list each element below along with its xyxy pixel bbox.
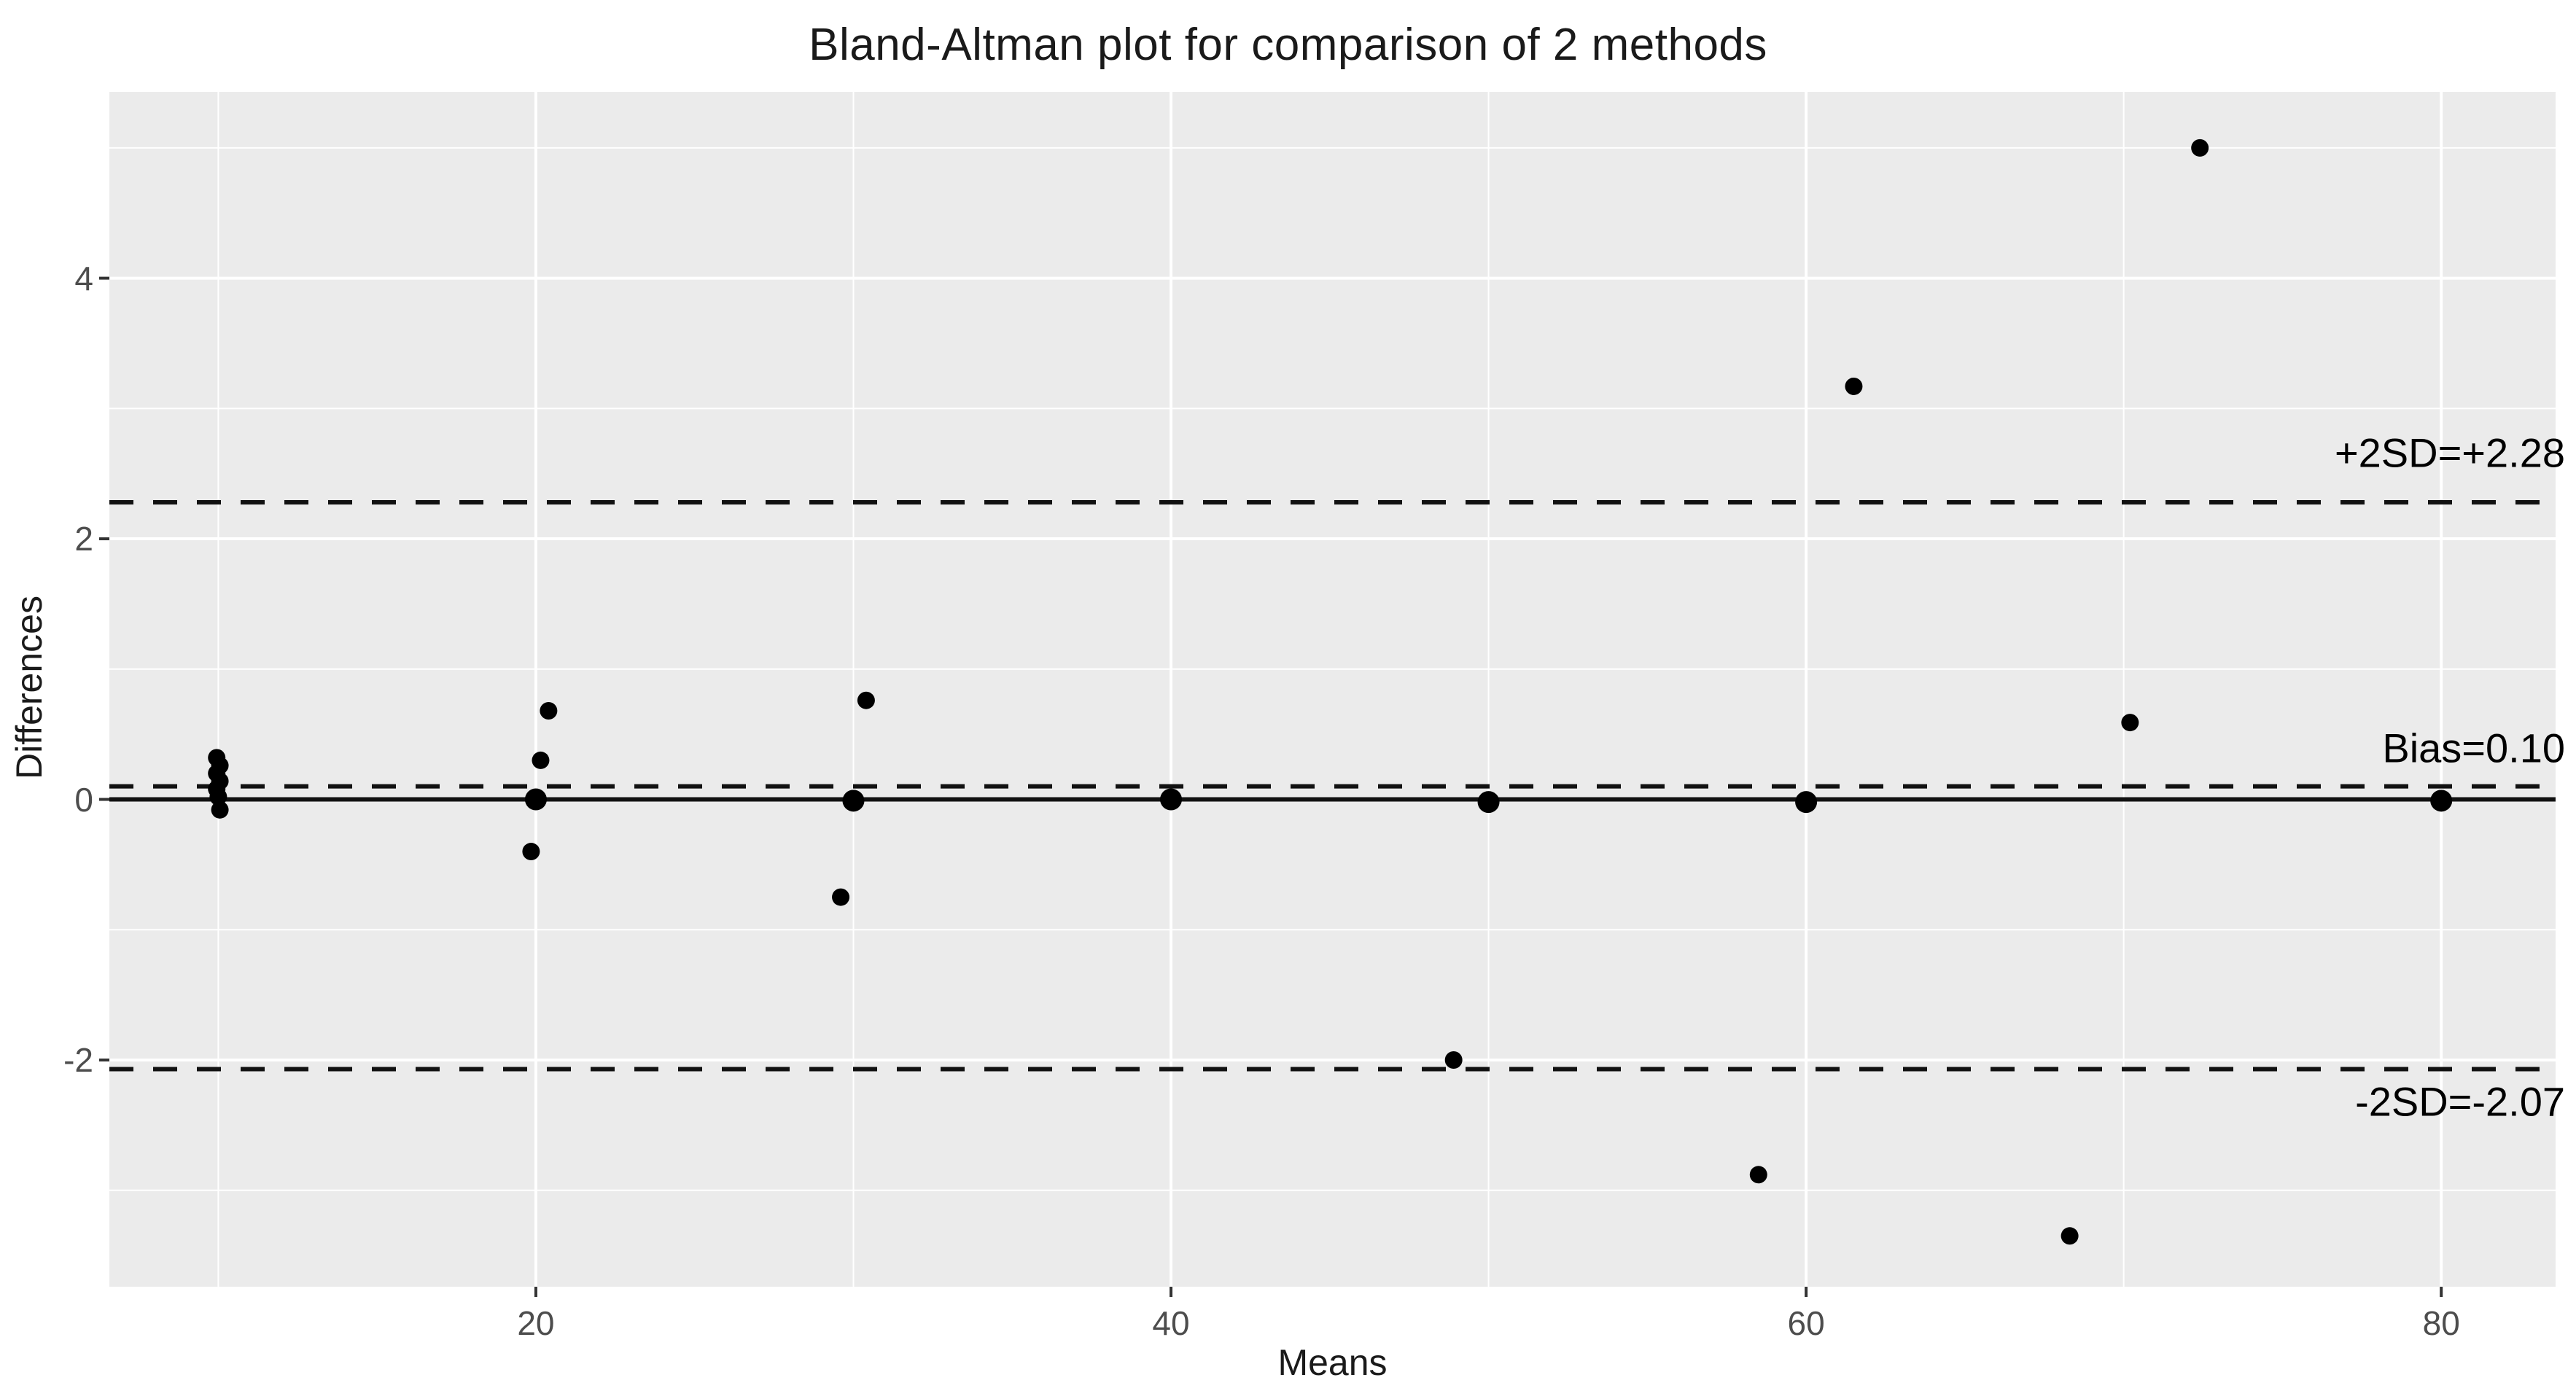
data-point — [2191, 139, 2209, 157]
lower-loa-label: -2SD=-2.07 — [2355, 1078, 2565, 1124]
y-tick-label: 0 — [74, 780, 93, 819]
x-tick-label: 80 — [2422, 1304, 2460, 1342]
y-tick-label: -2 — [63, 1041, 93, 1079]
x-tick-label: 20 — [517, 1304, 555, 1342]
data-point — [524, 788, 547, 811]
x-axis-title: Means — [1277, 1342, 1388, 1383]
data-point — [2061, 1227, 2079, 1245]
data-point — [832, 888, 850, 906]
upper-loa-label: +2SD=+2.28 — [2334, 429, 2565, 476]
data-point — [532, 751, 550, 769]
data-point — [2121, 714, 2139, 732]
data-point — [1477, 791, 1500, 814]
data-point — [540, 701, 558, 720]
data-point — [1160, 788, 1183, 811]
bias-label: Bias=0.10 — [2382, 725, 2565, 771]
y-tick-label: 2 — [74, 520, 93, 558]
data-point — [522, 843, 540, 861]
data-point — [1444, 1051, 1463, 1069]
y-axis-title: Differences — [9, 596, 50, 779]
x-tick-label: 60 — [1787, 1304, 1825, 1342]
chart-title: Bland-Altman plot for comparison of 2 me… — [809, 20, 1767, 70]
data-point — [1845, 377, 1863, 395]
data-point — [211, 800, 229, 819]
y-tick-label: 4 — [74, 259, 93, 297]
x-tick-label: 40 — [1152, 1304, 1190, 1342]
data-point — [1795, 791, 1818, 814]
data-point — [209, 787, 227, 806]
plot-panel — [109, 92, 2556, 1287]
data-point — [2430, 790, 2453, 812]
data-point — [1749, 1166, 1767, 1184]
data-point — [857, 691, 875, 709]
data-point — [842, 790, 865, 812]
